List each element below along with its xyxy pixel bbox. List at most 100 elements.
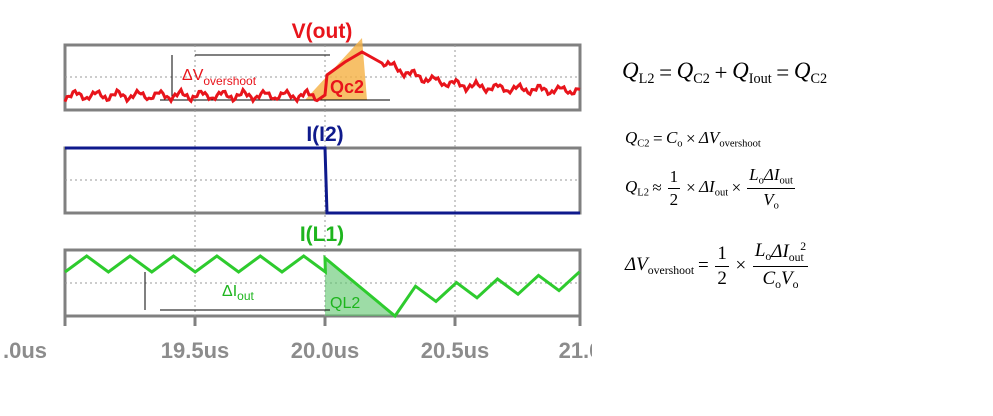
symbol: ≈ [652,178,662,198]
fraction: Lo ΔIout2 Co Vo [752,240,809,292]
symbol: 2 [717,267,727,289]
plot-frame [63,146,582,215]
variable: QC2 [625,128,650,150]
numerator: Lo ΔIout2 [752,240,809,268]
numerator: 1 [715,243,729,267]
x-tick-label: 21.0 [559,338,602,363]
variable: QL2 [625,177,649,199]
x-tick-label: 19.5us [161,338,230,363]
variable-name: V [763,189,774,209]
x-axis: .0us 19.5us 20.0us 20.5us 21.0 [3,316,602,363]
subscript: o [677,138,683,150]
variable: Co [762,268,781,292]
subscript: L2 [638,70,655,87]
variable-name: Q [625,177,638,197]
annotation: ΔVovershoot [182,67,257,88]
subscript: o [775,278,782,292]
variable-name: C [762,268,776,290]
variable: Lo [755,240,771,265]
variable: ΔVovershoot [625,254,694,278]
denominator: 2 [670,189,679,210]
symbol: = [659,59,673,85]
variable: ΔVovershoot [699,128,761,150]
symbol: + [714,59,728,85]
equation: QC2 = Co × ΔVovershoot [625,128,761,150]
fraction: Lo ΔIout Vo [747,165,795,211]
subscript: L2 [637,188,649,200]
variable-name: ΔI [699,177,715,197]
annotation: QL2 [330,295,360,312]
variable: Vo [763,190,779,212]
symbol: × [686,178,696,198]
variable-name: Q [676,58,694,83]
symbol: = [652,128,663,148]
symbol: 1 [717,242,727,264]
x-tick-label: 20.0us [291,338,360,363]
equation: ΔVovershoot = 1 2 × Lo ΔIout2 Co Vo [625,240,811,292]
denominator: 2 [717,267,727,290]
annotation-sub: out [237,289,254,303]
subscript: out [779,175,793,187]
annotation-sub: overshoot [203,74,256,88]
symbol: 2 [669,189,679,209]
equation: QL2 ≈1 2 × ΔIout × Lo ΔIout Vo [625,165,798,211]
subscript: o [792,278,799,292]
subscript: C2 [810,70,828,87]
variable: ΔIout2 [771,240,806,265]
symbol: = [776,59,790,85]
annotation: ΔIout [222,283,254,303]
variable: Vo [781,268,799,292]
plot-title: V(out) [292,20,353,43]
variable-name: Q [625,128,638,147]
variable: QL2 [622,58,654,88]
variable: QC2 [677,58,710,88]
annotation-text: ΔI [222,283,237,300]
symbol: = [697,255,709,277]
variable-name: Q [732,58,749,83]
variable-name: ΔI [771,241,789,263]
i2-trace [65,146,580,215]
variable: QC2 [794,58,827,88]
symbol: × [735,255,747,277]
subscript: o [765,250,772,264]
variable: Co [666,128,683,150]
subscript: C2 [637,138,650,150]
x-tick-label: 20.5us [421,338,490,363]
plot-title: I(L1) [300,223,344,246]
variable-name: ΔI [763,165,780,184]
variable: QIout [732,58,772,88]
subscript: o [773,200,779,212]
variable-name: L [754,240,766,261]
variable-name: V [781,268,793,290]
subscript: overshoot [719,138,761,150]
superscript: 2 [800,240,807,253]
symbol: × [731,178,742,198]
denominator: Vo [763,189,779,212]
variable-name: Q [793,58,811,83]
variable-name: Q [622,58,639,83]
subscript: out [788,251,804,265]
variable-name: ΔV [625,254,648,276]
variable: ΔIout [764,165,793,187]
guides [144,54,390,311]
subscript: overshoot [647,264,695,278]
equation: QL2 = QC2 + QIout = QC2 [622,58,827,88]
variable-name: ΔV [698,128,720,147]
symbol: 1 [669,166,679,186]
annotation-text: ΔV [182,67,204,84]
variable-name: C [665,128,678,147]
variable: Lo [749,165,764,187]
plot-title: I(I2) [306,123,343,146]
annotation: Qc2 [330,77,364,97]
il1-trace [64,254,581,319]
vout-trace [63,50,581,105]
denominator: Co Vo [762,267,798,292]
variable: ΔIout [699,177,728,199]
subscript: Iout [748,70,772,87]
subscript: out [714,188,729,200]
x-tick-label: .0us [3,338,47,363]
